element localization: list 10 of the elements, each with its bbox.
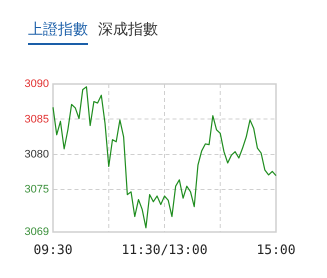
x-tick-label: 09:30 (33, 243, 73, 258)
y-tick-label: 3085 (24, 113, 49, 126)
text: 上證指數 (28, 20, 88, 45)
x-tick-label: 11:30/13:00 (121, 243, 208, 258)
y-tick-label: 3069 (24, 226, 49, 238)
y-tick-label: 3075 (24, 184, 49, 196)
x-tick-label: 15:00 (256, 243, 296, 258)
y-tick-label: 3080 (24, 148, 49, 161)
y-tick-label: 3090 (24, 78, 49, 90)
text: 深成指數 (98, 20, 158, 40)
